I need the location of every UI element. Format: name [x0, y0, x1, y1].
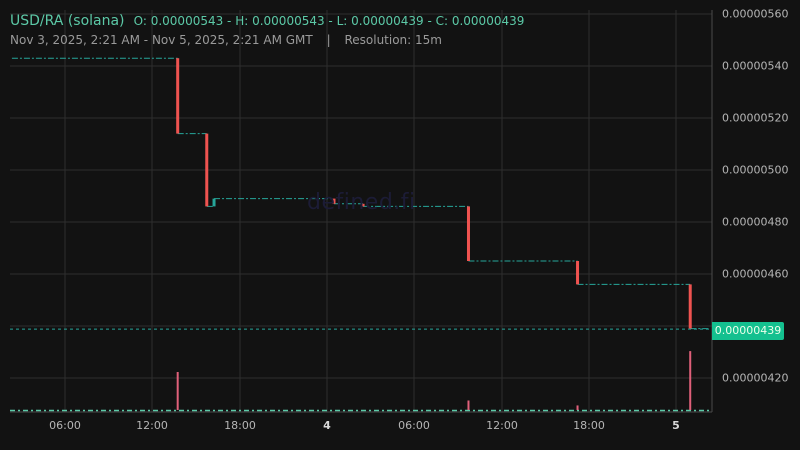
y-tick-label: 0.00000480: [722, 215, 789, 229]
y-tick-label: 0.00000460: [722, 267, 789, 281]
watermark: defined.fi: [307, 190, 416, 215]
candlesticks: [176, 58, 692, 329]
volume-bars: [10, 351, 712, 412]
chart-header: USD/RA (solana) O: 0.00000543 - H: 0.000…: [10, 10, 524, 29]
ohlc-values: O: 0.00000543 - H: 0.00000543 - L: 0.000…: [133, 14, 525, 28]
price-axis-line: [10, 10, 713, 413]
x-tick-label: 12:00: [136, 419, 168, 432]
x-tick-label: 06:00: [49, 419, 81, 432]
x-tick-label: 4: [323, 419, 331, 432]
grid-lines: [10, 10, 712, 412]
x-tick-label: 12:00: [486, 419, 518, 432]
separator: |: [326, 33, 331, 47]
y-tick-label: 0.00000420: [722, 371, 789, 385]
pair-title: USD/RA (solana): [10, 13, 125, 29]
last-price-tag: 0.00000439: [712, 322, 784, 340]
x-tick-label: 06:00: [398, 419, 430, 432]
resolution-label: Resolution: 15m: [344, 33, 442, 47]
chart-subtitle: Nov 3, 2025, 2:21 AM - Nov 5, 2025, 2:21…: [10, 33, 442, 47]
y-tick-label: 0.00000500: [722, 163, 789, 177]
x-tick-label: 5: [672, 419, 680, 432]
date-range: Nov 3, 2025, 2:21 AM - Nov 5, 2025, 2:21…: [10, 33, 313, 47]
x-tick-label: 18:00: [573, 419, 605, 432]
y-tick-label: 0.00000560: [722, 7, 789, 21]
y-tick-label: 0.00000540: [722, 59, 789, 73]
x-tick-label: 18:00: [224, 419, 256, 432]
y-tick-label: 0.00000520: [722, 111, 789, 125]
